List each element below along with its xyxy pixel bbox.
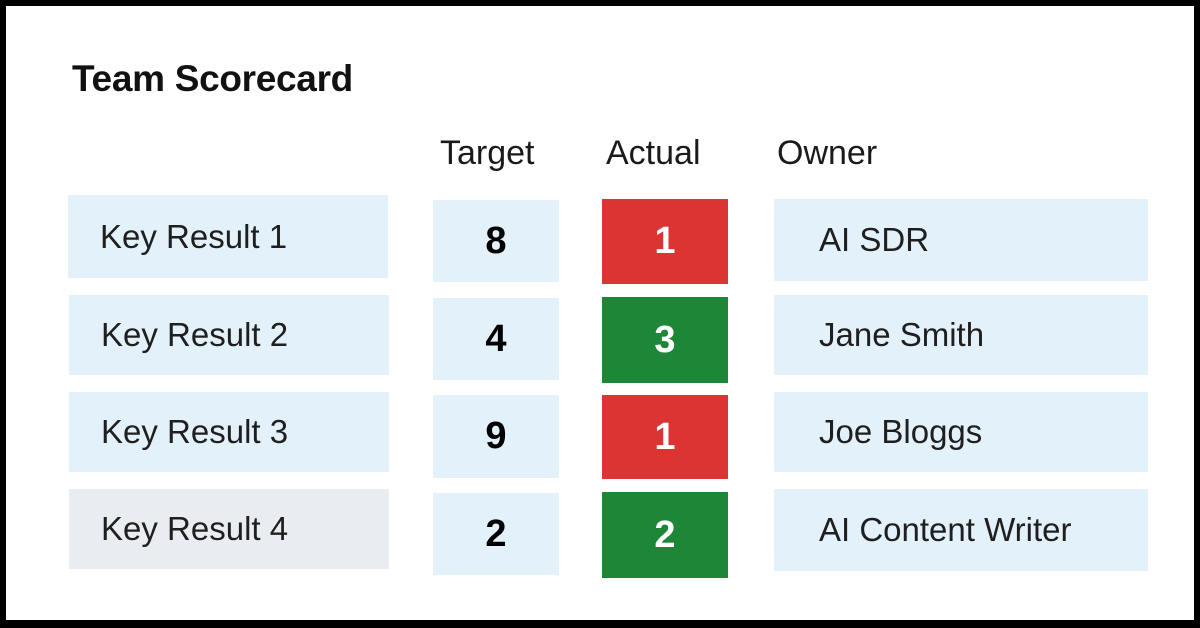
column-header-actual: Actual bbox=[606, 134, 701, 172]
owner-cell: AI SDR bbox=[774, 199, 1148, 281]
owner-cell: Joe Bloggs bbox=[774, 392, 1148, 472]
key-result-cell: Key Result 2 bbox=[69, 295, 389, 375]
actual-cell: 1 bbox=[602, 395, 728, 479]
column-header-owner: Owner bbox=[777, 134, 878, 172]
actual-cell: 3 bbox=[602, 297, 728, 383]
target-cell: 8 bbox=[433, 200, 559, 282]
target-cell: 2 bbox=[433, 493, 559, 575]
key-result-cell: Key Result 3 bbox=[69, 392, 389, 472]
key-result-cell: Key Result 4 bbox=[69, 489, 389, 569]
target-cell: 9 bbox=[433, 395, 559, 478]
owner-cell: AI Content Writer bbox=[774, 489, 1148, 571]
owner-cell: Jane Smith bbox=[774, 295, 1148, 375]
actual-cell: 2 bbox=[602, 492, 728, 578]
actual-cell: 1 bbox=[602, 199, 728, 284]
page-title: Team Scorecard bbox=[72, 58, 353, 99]
target-cell: 4 bbox=[433, 298, 559, 380]
key-result-cell: Key Result 1 bbox=[68, 195, 388, 278]
column-header-target: Target bbox=[440, 134, 535, 172]
